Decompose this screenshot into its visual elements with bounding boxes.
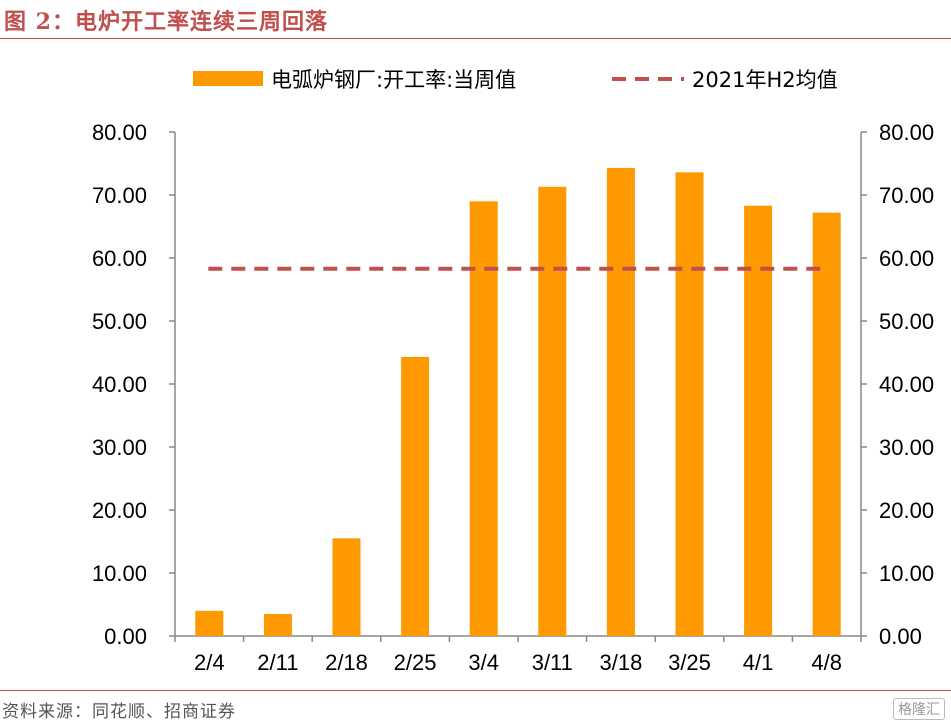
bar xyxy=(606,167,635,636)
x-tick-label: 2/4 xyxy=(194,650,225,675)
x-tick-label: 4/8 xyxy=(811,650,842,675)
y-tick-label-right: 40.00 xyxy=(879,372,934,397)
bar xyxy=(401,356,430,636)
y-tick-label-right: 0.00 xyxy=(879,624,922,649)
source-divider xyxy=(0,690,951,691)
y-tick-label-left: 60.00 xyxy=(92,246,147,271)
source-note: 资料来源：同花顺、招商证券 xyxy=(2,702,236,722)
y-tick-label-left: 20.00 xyxy=(92,498,147,523)
y-tick-label-right: 50.00 xyxy=(879,309,934,334)
legend-bar-swatch xyxy=(193,71,263,86)
y-tick-label-right: 30.00 xyxy=(879,435,934,460)
y-tick-label-right: 20.00 xyxy=(879,498,934,523)
chart-title: 图 2：电炉开工率连续三周回落 xyxy=(4,9,328,35)
axis-labels: 0.00 0.00 10.00 10.00 20.00 20.00 30.00 30.00 40… xyxy=(92,120,934,675)
x-tick-label: 3/25 xyxy=(668,650,711,675)
legend-bar-label: 电弧炉钢厂:开工率:当周值 xyxy=(271,68,516,92)
bar xyxy=(469,201,498,637)
bar xyxy=(744,205,773,636)
y-tick-label-left: 0.00 xyxy=(104,624,147,649)
bar xyxy=(675,172,704,636)
bar xyxy=(195,610,224,636)
bar xyxy=(812,212,841,636)
y-tick-label-right: 70.00 xyxy=(879,183,934,208)
x-tick-label: 2/11 xyxy=(257,650,298,675)
x-tick-label: 2/25 xyxy=(394,650,437,675)
y-tick-label-left: 30.00 xyxy=(92,435,147,460)
x-tick-label: 3/4 xyxy=(468,650,499,675)
legend: 电弧炉钢厂:开工率:当周值 2021年H2均值 xyxy=(193,68,838,92)
y-tick-label-right: 10.00 xyxy=(879,561,934,586)
title-bar: 图 2：电炉开工率连续三周回落 xyxy=(0,0,951,39)
bar xyxy=(263,613,292,636)
x-tick-label: 3/18 xyxy=(599,650,642,675)
x-tick-label: 3/11 xyxy=(532,650,573,675)
bar xyxy=(332,538,361,636)
y-tick-label-left: 70.00 xyxy=(92,183,147,208)
y-tick-label-left: 40.00 xyxy=(92,372,147,397)
y-tick-label-left: 50.00 xyxy=(92,309,147,334)
bars xyxy=(195,167,841,637)
y-tick-label-left: 10.00 xyxy=(92,561,147,586)
legend-line-label: 2021年H2均值 xyxy=(692,68,838,92)
bar xyxy=(538,186,567,636)
y-tick-label-right: 80.00 xyxy=(879,120,934,145)
watermark-logo: 格隆汇 xyxy=(893,698,945,720)
x-tick-label: 2/18 xyxy=(325,650,368,675)
x-tick-label: 4/1 xyxy=(743,650,774,675)
y-tick-label-right: 60.00 xyxy=(879,246,934,271)
y-tick-label-left: 80.00 xyxy=(92,120,147,145)
